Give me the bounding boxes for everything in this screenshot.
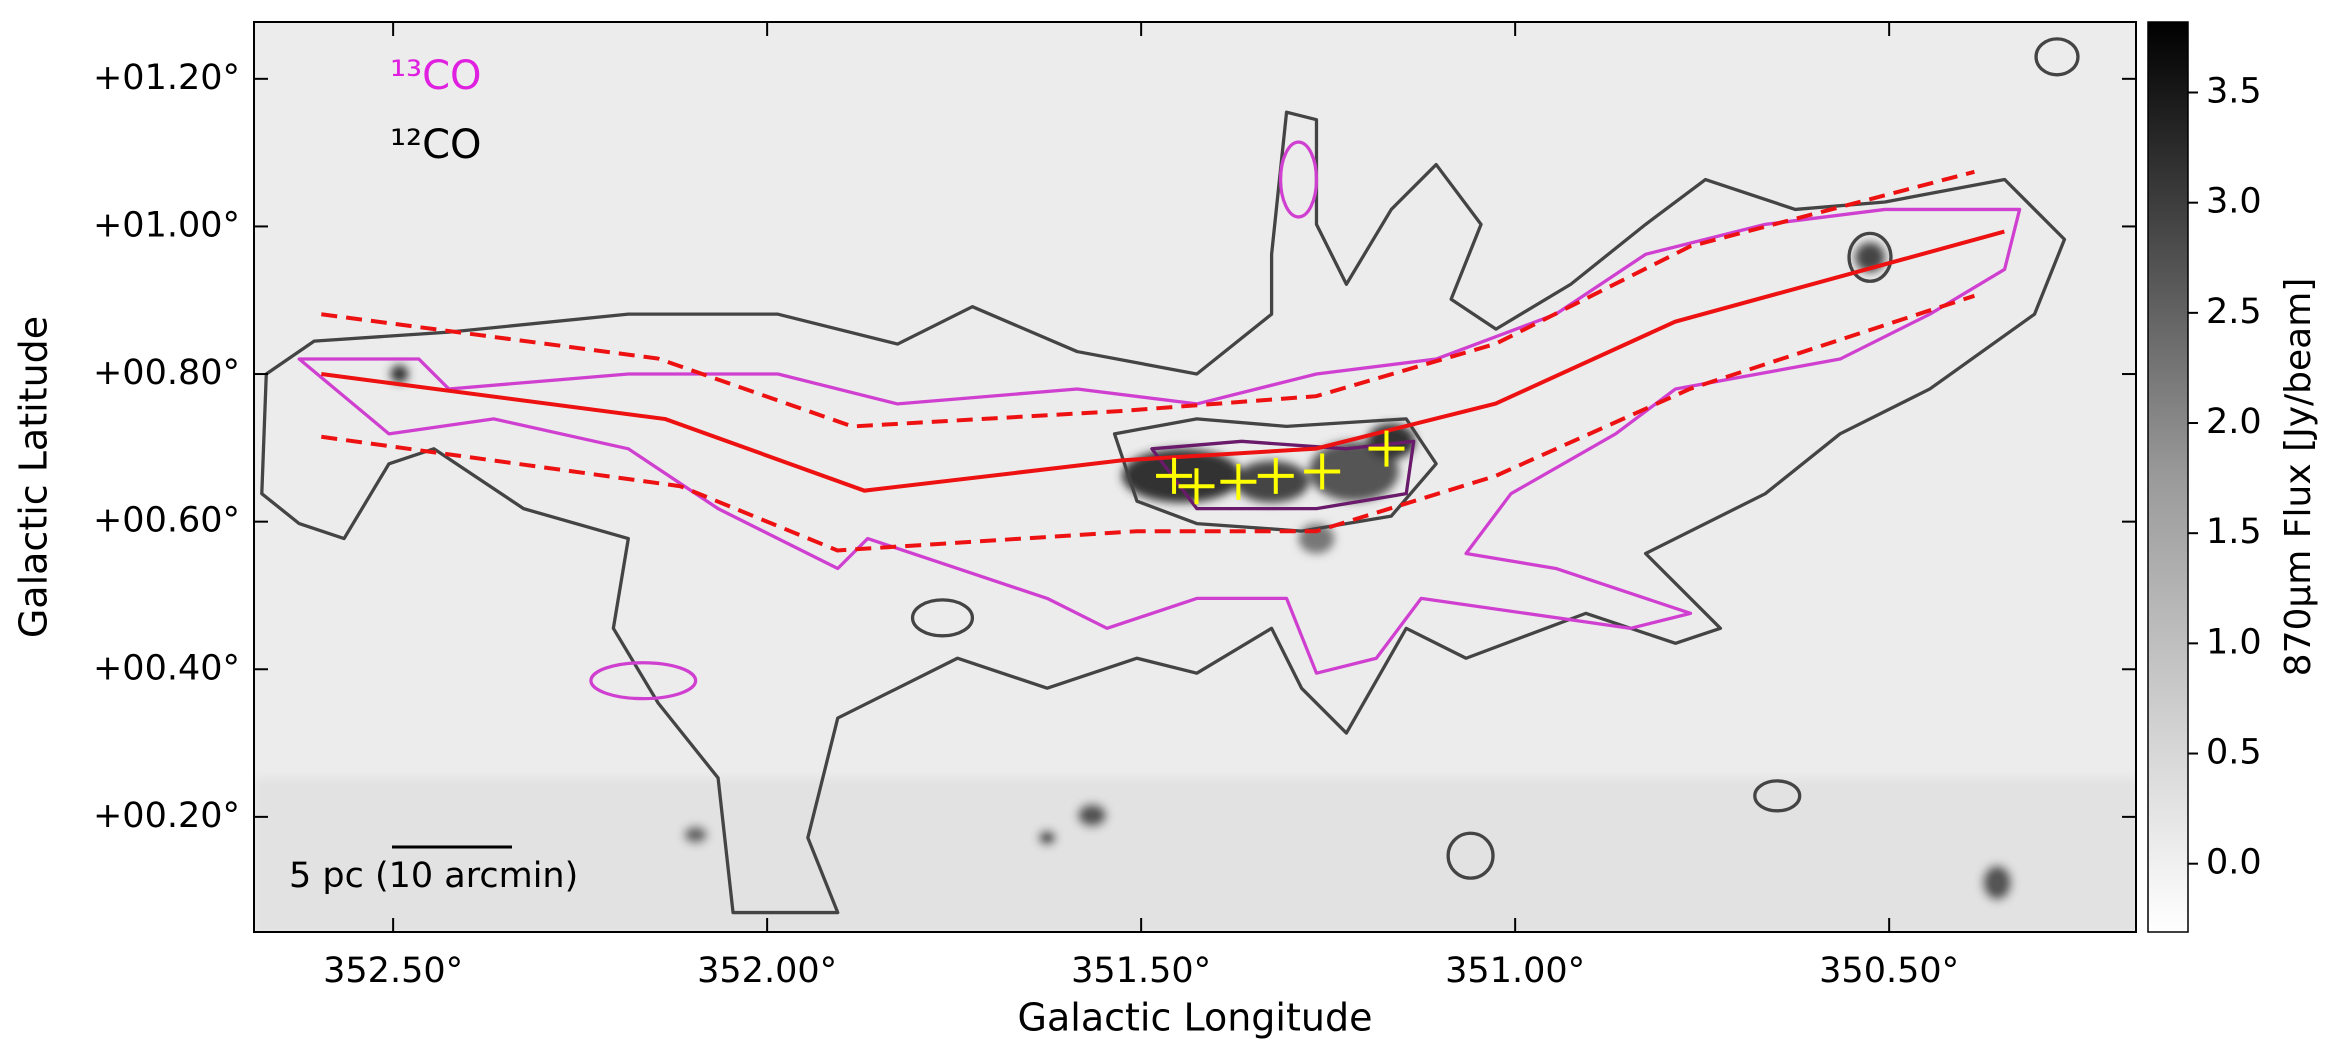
- contours: [260, 37, 2080, 915]
- colorbar-label: 870μm Flux [Jy/beam]: [2278, 278, 2319, 677]
- colorbar-tick-label: 0.0: [2206, 843, 2262, 883]
- colorbar-tick-label: 1.0: [2206, 622, 2262, 662]
- colorbar-tick-label: 1.5: [2206, 512, 2262, 552]
- x-tick-label: 351.50°: [1071, 951, 1211, 991]
- plot-frame: [253, 21, 2137, 933]
- colorbar: [2147, 21, 2189, 933]
- x-axis-label: Galactic Longitude: [1018, 996, 1373, 1040]
- legend-entry: ¹³CO: [390, 53, 481, 99]
- y-tick-label: +00.80°: [93, 353, 240, 393]
- colorbar-tick-label: 0.5: [2206, 733, 2262, 773]
- y-tick-label: +00.60°: [93, 501, 240, 541]
- filament-line: [321, 169, 1975, 429]
- y-axis-label: Galactic Latitude: [12, 316, 56, 638]
- x-tick-label: 352.00°: [697, 951, 837, 991]
- x-tick-label: 352.50°: [323, 951, 463, 991]
- source-marker: [1156, 457, 1193, 494]
- source-marker: [1257, 457, 1294, 494]
- y-tick-label: +00.20°: [93, 796, 240, 836]
- legend-entry: ¹²CO: [390, 122, 481, 168]
- colorbar-tick-label: 2.5: [2206, 292, 2262, 332]
- source-marker: [1220, 463, 1257, 500]
- y-tick-label: +01.20°: [93, 58, 240, 98]
- y-tick-label: +00.40°: [93, 648, 240, 688]
- colorbar-tick-label: 3.5: [2206, 72, 2262, 112]
- x-tick-label: 350.50°: [1819, 951, 1959, 991]
- y-tick-label: +01.00°: [93, 205, 240, 245]
- source-marker: [1368, 430, 1405, 467]
- overlay: 352.50° 352.00° 351.50° 351.00° 350.50° +00.2…: [93, 22, 2262, 991]
- colorbar-tick-label: 2.0: [2206, 402, 2262, 442]
- colorbar-tick-label: 3.0: [2206, 182, 2262, 222]
- filament-line: [321, 229, 2005, 493]
- source-marker: [1178, 468, 1215, 505]
- source-marker: [1304, 453, 1341, 490]
- filament-line: [321, 293, 1976, 553]
- x-tick-label: 351.00°: [1445, 951, 1585, 991]
- scale-bar-label: 5 pc (10 arcmin): [289, 856, 578, 896]
